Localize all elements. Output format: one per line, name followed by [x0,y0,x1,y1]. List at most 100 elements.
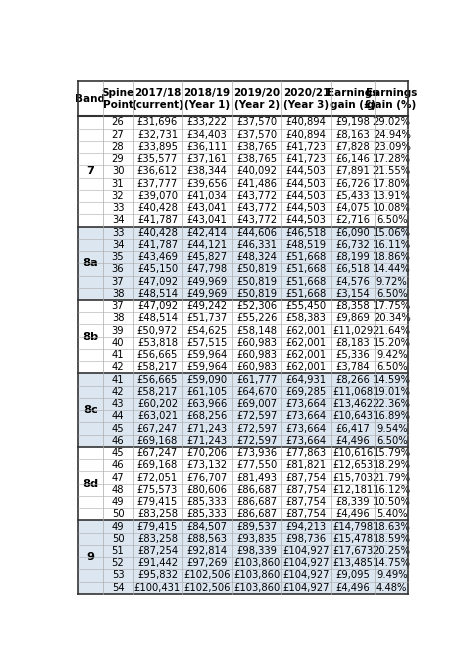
Text: £85,333: £85,333 [187,509,228,519]
Text: £43,772: £43,772 [236,203,277,213]
Text: £4,576: £4,576 [336,277,371,286]
Bar [78,447,103,520]
Text: £77,550: £77,550 [236,460,277,470]
Text: £50,819: £50,819 [236,264,277,274]
Text: £51,668: £51,668 [286,252,327,262]
Text: £103,860: £103,860 [233,558,280,568]
Text: £93,835: £93,835 [236,534,277,544]
Text: 45: 45 [112,448,124,458]
Text: 9.72%: 9.72% [376,277,408,286]
Text: 46: 46 [112,460,124,470]
Text: £83,258: £83,258 [137,534,178,544]
Bar [78,484,408,496]
Bar [78,557,408,569]
Text: £58,217: £58,217 [137,363,178,373]
Text: £69,168: £69,168 [137,460,178,470]
Text: £3,784: £3,784 [336,363,371,373]
Text: £48,514: £48,514 [137,313,178,323]
Text: £86,687: £86,687 [236,485,277,495]
Text: £87,754: £87,754 [286,485,327,495]
Text: £72,051: £72,051 [137,472,178,482]
Text: £55,450: £55,450 [286,301,327,311]
Text: £59,090: £59,090 [187,375,228,385]
Bar [78,520,103,594]
Text: 48: 48 [112,485,124,495]
Text: £52,306: £52,306 [236,301,277,311]
Text: £86,687: £86,687 [236,509,277,519]
Text: £13,485: £13,485 [333,558,374,568]
Text: 37: 37 [112,301,124,311]
Text: £73,132: £73,132 [187,460,228,470]
Text: £73,936: £73,936 [236,448,277,458]
Text: £75,573: £75,573 [137,485,178,495]
Text: 14.44%: 14.44% [373,264,410,274]
Text: £47,092: £47,092 [137,277,178,286]
Text: 31: 31 [112,179,124,189]
Text: £49,969: £49,969 [186,289,228,299]
Text: £53,818: £53,818 [137,338,178,348]
Bar [78,508,408,520]
Text: £62,001: £62,001 [286,326,327,336]
Bar [78,141,408,153]
Bar [78,227,103,300]
Text: 24.94%: 24.94% [373,130,410,140]
Text: 16.11%: 16.11% [373,240,411,250]
Text: £62,001: £62,001 [286,350,327,360]
Text: £103,860: £103,860 [233,571,280,581]
Text: 47: 47 [112,472,124,482]
Text: 9.42%: 9.42% [376,350,408,360]
Text: £64,931: £64,931 [286,375,327,385]
Text: £84,507: £84,507 [187,522,228,532]
Text: £40,428: £40,428 [137,203,178,213]
Text: £3,154: £3,154 [336,289,371,299]
Text: 8d: 8d [82,478,99,488]
Text: £102,506: £102,506 [183,583,231,593]
Text: £72,597: £72,597 [236,423,277,434]
Text: 8b: 8b [82,332,99,342]
Text: £8,163: £8,163 [336,130,371,140]
Text: 6.50%: 6.50% [376,289,408,299]
Text: £62,001: £62,001 [286,338,327,348]
Text: £46,331: £46,331 [236,240,277,250]
Text: £60,202: £60,202 [137,399,178,409]
Text: 27: 27 [112,130,124,140]
Text: 16.89%: 16.89% [373,411,410,421]
Text: £40,092: £40,092 [236,167,277,177]
Text: 14.75%: 14.75% [373,558,410,568]
Text: £98,736: £98,736 [286,534,327,544]
Bar [78,190,408,202]
Text: £9,095: £9,095 [336,571,371,581]
Text: £56,665: £56,665 [137,375,178,385]
Text: £50,819: £50,819 [236,277,277,286]
Text: 37: 37 [112,277,124,286]
Text: £33,222: £33,222 [187,118,228,128]
Bar [78,128,408,141]
Text: 10.08%: 10.08% [373,203,410,213]
Bar [78,337,408,349]
Text: £48,514: £48,514 [137,289,178,299]
Text: £8,266: £8,266 [336,375,371,385]
Bar [78,520,408,533]
Text: 42: 42 [112,363,124,373]
Text: 35: 35 [112,252,124,262]
Text: £44,503: £44,503 [286,203,327,213]
Text: £51,737: £51,737 [186,313,228,323]
Bar [78,386,408,398]
Text: £72,597: £72,597 [236,411,277,421]
Text: £49,242: £49,242 [187,301,228,311]
Bar [78,361,408,373]
Text: £103,860: £103,860 [233,583,280,593]
Text: £104,927: £104,927 [283,546,330,556]
Text: £44,606: £44,606 [236,227,277,237]
Text: £35,577: £35,577 [137,154,178,164]
Bar [78,324,408,337]
Text: £87,754: £87,754 [286,509,327,519]
Text: 40: 40 [112,338,124,348]
Text: £17,673: £17,673 [332,546,374,556]
Text: £54,625: £54,625 [186,326,228,336]
Text: £62,001: £62,001 [286,363,327,373]
Text: £11,029: £11,029 [332,326,374,336]
Text: 19.01%: 19.01% [373,387,410,397]
Text: 21.55%: 21.55% [373,167,411,177]
Text: £87,754: £87,754 [286,497,327,507]
